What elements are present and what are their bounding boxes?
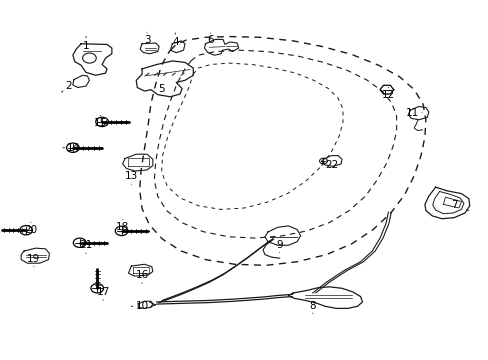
Text: 21: 21 — [79, 240, 92, 253]
Text: 13: 13 — [124, 171, 138, 184]
Text: 3: 3 — [143, 32, 150, 45]
Text: 4: 4 — [172, 33, 178, 47]
Text: 9: 9 — [276, 239, 283, 252]
Text: 2: 2 — [61, 81, 72, 92]
Text: 20: 20 — [24, 222, 38, 235]
Text: 8: 8 — [309, 301, 315, 314]
Text: 5: 5 — [158, 84, 164, 96]
Text: 11: 11 — [405, 108, 421, 118]
Text: 22: 22 — [321, 160, 338, 170]
Text: 1: 1 — [82, 37, 89, 50]
Text: 7: 7 — [450, 200, 468, 211]
Text: 6: 6 — [206, 33, 213, 45]
Text: 19: 19 — [27, 254, 41, 267]
Text: 12: 12 — [381, 87, 394, 100]
Text: 18: 18 — [116, 220, 129, 232]
Text: 15: 15 — [94, 116, 107, 128]
Text: 16: 16 — [135, 270, 148, 283]
Text: 14: 14 — [63, 143, 81, 153]
Text: 17: 17 — [96, 287, 109, 300]
Text: 10: 10 — [131, 301, 148, 311]
